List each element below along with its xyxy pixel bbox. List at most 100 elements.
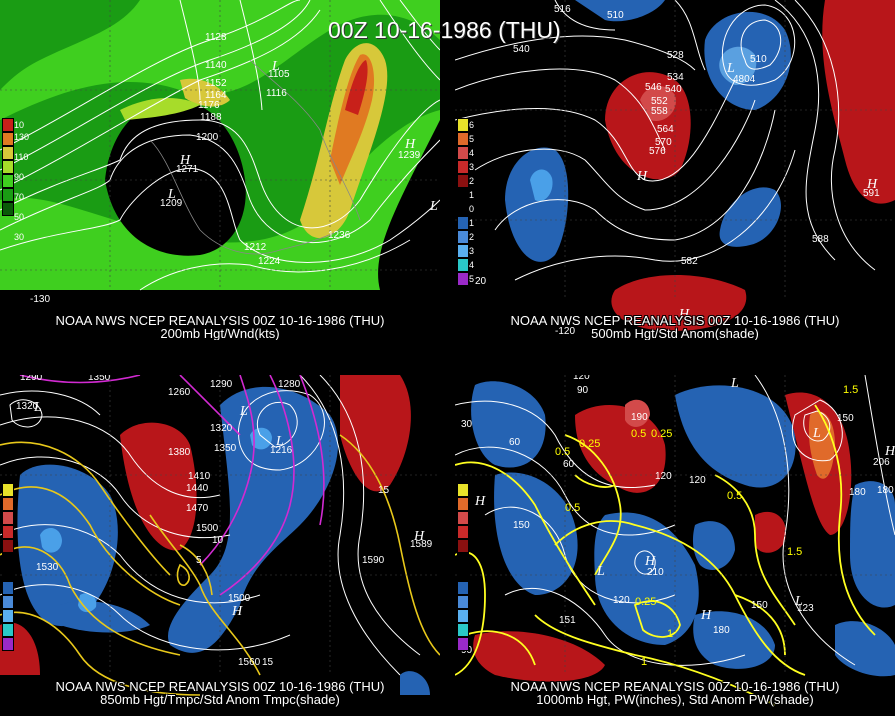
contour-label: 1224: [258, 256, 281, 267]
panel-caption-source: NOAA NWS NCEP REANALYSIS 00Z 10-16-1986 …: [55, 313, 385, 328]
contour-label: 1440: [186, 483, 209, 494]
contour-label: 1320: [16, 401, 39, 412]
low-pressure-marker: L: [429, 199, 438, 214]
contour-label: 510: [750, 54, 767, 65]
color-legend: [457, 118, 469, 286]
contour-label: 5: [196, 555, 202, 566]
low-pressure-marker: L: [730, 376, 739, 391]
contour-label: 1500: [228, 593, 251, 604]
contour-label: 60: [509, 437, 521, 448]
contour-label: 10: [212, 535, 224, 546]
contour-label: 0.25: [579, 438, 600, 450]
contour-label: 588: [812, 234, 829, 245]
contour-label: 1209: [160, 198, 183, 209]
panel-caption-source: NOAA NWS NCEP REANALYSIS 00Z 10-16-1986 …: [55, 679, 385, 694]
contour-label: 1350: [88, 375, 111, 383]
contour-label: 15: [378, 485, 390, 496]
panel-caption-field: 500mb Hgt/Std Anom(shade): [591, 326, 759, 340]
panel-caption-field: 200mb Hgt/Wnd(kts): [160, 326, 280, 340]
contour-label: 1140: [205, 60, 227, 71]
contour-label: 564: [657, 124, 674, 135]
contour-label: 190: [631, 412, 648, 423]
high-pressure-marker: H: [474, 494, 486, 509]
contour-label: 150: [513, 520, 530, 531]
contour-label: 151: [559, 615, 576, 626]
panel-caption-field: 1000mb Hgt, PW(inches), Std Anom PW(shad…: [536, 692, 814, 707]
contour-label: 0.5: [631, 428, 646, 440]
contour-label: 534: [667, 72, 684, 83]
contour-label: 4804: [733, 74, 756, 85]
high-pressure-marker: H: [884, 444, 895, 459]
contour-label: 0.5: [565, 502, 580, 514]
contour-label: 1200: [196, 132, 219, 143]
legend-label: 5: [469, 134, 475, 144]
contour-label: 582: [681, 256, 698, 267]
contour-label: 558: [651, 106, 668, 117]
contour-label: 1236: [328, 230, 351, 241]
low-pressure-marker: L: [596, 564, 605, 579]
panel-caption-source: NOAA NWS NCEP REANALYSIS 00Z 10-16-1986 …: [510, 313, 840, 328]
panel-caption-field: 850mb Hgt/Tmpc/Std Anom Tmpc(shade): [100, 692, 340, 707]
contour-label: 1470: [186, 503, 209, 514]
high-pressure-marker: H: [678, 307, 690, 322]
panel-850mb: 1290 1350 1320 1260 1290 1320 1350 1380 …: [0, 375, 440, 716]
low-pressure-marker: L: [271, 59, 280, 74]
contour-label: 0.25: [635, 596, 656, 608]
contour-label: 528: [667, 50, 684, 61]
legend-label: 50: [14, 212, 25, 222]
contour-label: 1290: [20, 375, 43, 383]
contour-label: 540: [513, 44, 530, 55]
high-pressure-marker: H: [700, 608, 712, 623]
contour-label: 1239: [398, 150, 421, 161]
legend-label: 4: [469, 148, 475, 158]
contour-label: 120: [613, 595, 630, 606]
color-legend: [2, 118, 14, 216]
legend-label: 30: [14, 232, 25, 242]
low-pressure-marker: L: [275, 434, 284, 449]
contour-label: 1.5: [843, 384, 858, 396]
contour-label: 1152: [205, 78, 227, 89]
contour-label: 1: [641, 656, 647, 668]
contour-label: 1164: [205, 90, 227, 101]
contour-label: 1589: [410, 539, 433, 550]
contour-label: 0.25: [651, 428, 672, 440]
contour-label: 1590: [362, 555, 385, 566]
legend-label: 0: [469, 204, 475, 214]
low-pressure-marker: L: [167, 187, 176, 202]
map-1000mb: 120 90 30 60 0.25 0.5 0.5 0.25 60 120 15…: [455, 375, 895, 716]
color-legend: [457, 483, 469, 651]
color-legend: [2, 483, 14, 651]
contour-label: 1: [667, 628, 673, 640]
legend-label: 5: [469, 274, 475, 284]
contour-label: 552: [651, 96, 668, 107]
contour-label: 1280: [278, 379, 301, 390]
contour-label: 120: [655, 471, 672, 482]
contour-label: 90: [577, 385, 589, 396]
contour-label: 1260: [168, 387, 191, 398]
legend-label: 90: [14, 172, 25, 182]
high-pressure-marker: H: [413, 529, 425, 544]
legend-label: 1: [469, 190, 475, 200]
high-pressure-marker: H: [231, 604, 243, 619]
contour-label: 1410: [188, 471, 211, 482]
contour-label: 123: [797, 603, 814, 614]
contour-label: 15: [262, 657, 274, 668]
legend-label: 3: [469, 246, 475, 256]
contour-label: 150: [751, 600, 768, 611]
contour-label: 510: [607, 10, 624, 21]
contour-label: 1176: [198, 100, 220, 111]
contour-label: 180: [849, 487, 866, 498]
contour-label: 540: [665, 84, 682, 95]
low-pressure-marker: L: [812, 426, 821, 441]
contour-label: 1128: [205, 32, 227, 43]
panel-500mb: 516 510 540 528 534 546 540 552 558 564 …: [455, 0, 895, 340]
page-title: 00Z 10-16-1986 (THU): [328, 17, 561, 43]
contour-label: 210: [647, 567, 664, 578]
legend-label: 2: [469, 176, 475, 186]
map-500mb: 516 510 540 528 534 546 540 552 558 564 …: [455, 0, 895, 340]
contour-label: 1290: [210, 379, 233, 390]
contour-label: 1320: [210, 423, 233, 434]
contour-label: 120: [573, 375, 590, 382]
low-pressure-marker: L: [794, 594, 803, 609]
low-pressure-marker: L: [726, 61, 735, 76]
